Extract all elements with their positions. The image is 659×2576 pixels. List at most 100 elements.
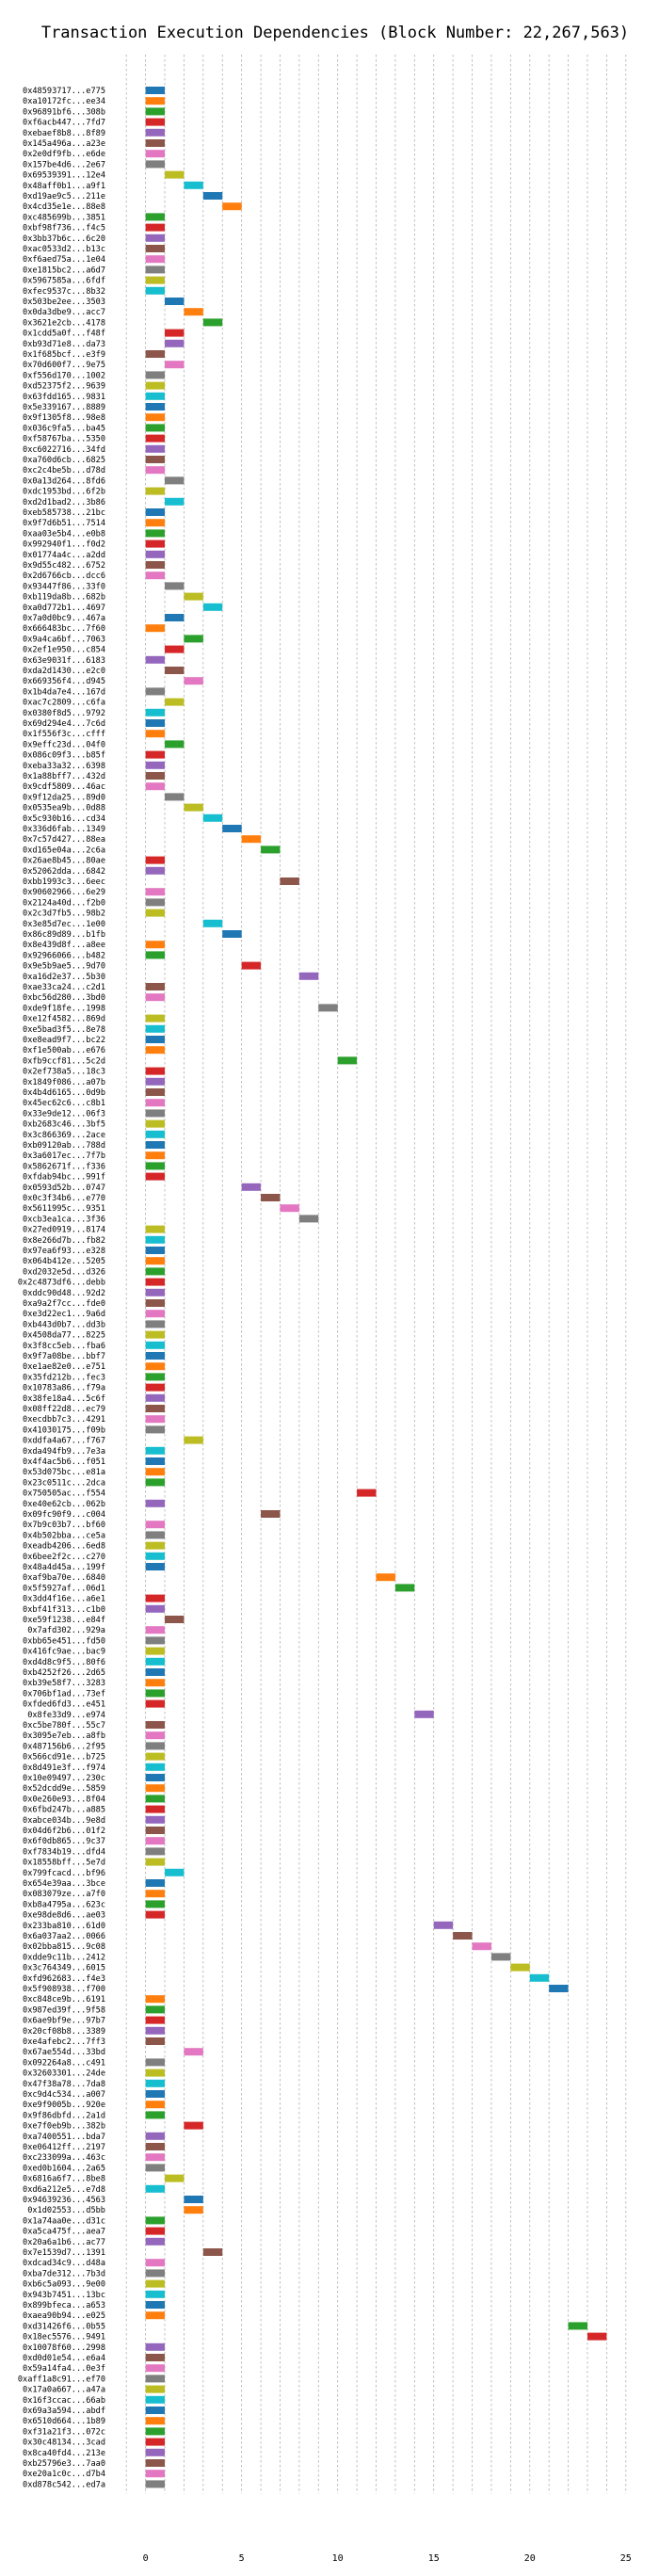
execution-bar	[145, 2037, 166, 2045]
execution-bar	[145, 1784, 166, 1793]
transaction-label: 0x10783a86...f79a	[23, 1384, 105, 1393]
execution-bar	[529, 1973, 550, 1982]
execution-bar	[165, 298, 185, 305]
transaction-label: 0x3dd4f16e...a6e1	[23, 1595, 105, 1604]
execution-bar	[145, 1594, 166, 1602]
execution-bar	[145, 1499, 166, 1507]
transaction-label: 0x4508da77...8225	[23, 1331, 105, 1341]
execution-bar	[145, 2016, 166, 2024]
transaction-label: 0x04d6f2b6...01f2	[23, 1827, 105, 1836]
transaction-label: 0xa7400551...bda7	[23, 2133, 105, 2142]
execution-bar	[145, 2101, 166, 2109]
execution-bar	[165, 361, 185, 369]
transaction-label: 0xaea90b94...e025	[23, 2311, 105, 2321]
transaction-label: 0x0535ea9b...0d88	[23, 804, 105, 813]
transaction-label: 0x092264a8...c491	[23, 2058, 105, 2068]
execution-bar	[145, 866, 166, 875]
execution-bar	[145, 1774, 166, 1781]
execution-bar	[202, 2248, 223, 2256]
execution-bar	[145, 1552, 166, 1560]
execution-bar	[298, 1215, 319, 1223]
execution-bar	[145, 1457, 166, 1465]
execution-bar	[145, 2058, 166, 2067]
transaction-label: 0x1f685bcf...e3f9	[23, 350, 105, 360]
transaction-label: 0x7b9c03b7...bf60	[23, 1521, 105, 1530]
transaction-label: 0xd878c542...ed7a	[23, 2480, 105, 2489]
transaction-label: 0x5e339167...8889	[23, 403, 105, 412]
transaction-label: 0x47f38a78...7da8	[23, 2080, 105, 2089]
transaction-label: 0xc485699b...3851	[23, 213, 105, 222]
execution-bar	[145, 1141, 166, 1149]
transaction-label: 0x27ed0919...8174	[23, 1226, 105, 1235]
execution-bar	[184, 1436, 203, 1444]
execution-bar	[145, 128, 166, 137]
execution-bar	[145, 1478, 166, 1487]
execution-bar	[145, 1119, 166, 1128]
transaction-label: 0x48593717...e775	[23, 87, 105, 96]
execution-bar	[145, 550, 166, 558]
transaction-label: 0x086c09f3...b85f	[23, 751, 105, 761]
transaction-label: 0xf7834b19...dfd4	[23, 1847, 105, 1857]
x-tick-label: 20	[524, 2553, 536, 2564]
transaction-label: 0xe5bad3f5...8e78	[23, 1025, 105, 1035]
transaction-label: 0xd19ae9c5...211e	[23, 192, 105, 201]
execution-bar	[261, 1510, 281, 1518]
execution-bar	[145, 1879, 166, 1887]
execution-bar	[145, 1795, 166, 1803]
execution-bar	[222, 825, 242, 832]
execution-bar	[145, 1521, 166, 1529]
execution-bar	[145, 2279, 166, 2288]
execution-bar	[145, 888, 166, 896]
transaction-label: 0xde9f18fe...1998	[23, 1004, 105, 1013]
execution-bar	[241, 961, 262, 970]
grid-layer	[125, 55, 627, 2494]
execution-bar	[145, 1742, 166, 1750]
transaction-label: 0xd0d01e54...e6a4	[23, 2354, 105, 2363]
transaction-label: 0xd31426f6...0b55	[23, 2322, 105, 2331]
execution-bar	[145, 97, 166, 105]
execution-bar	[318, 1004, 338, 1012]
transaction-label: 0xe8ead9f7...bc22	[23, 1036, 105, 1045]
execution-bar	[145, 2079, 166, 2087]
execution-bar	[145, 2480, 166, 2488]
execution-bar	[165, 1616, 185, 1623]
transaction-label: 0x706bf1ad...73ef	[23, 1689, 105, 1699]
transaction-label: 0xb4252f26...2d65	[23, 1668, 105, 1678]
execution-bar	[145, 1468, 166, 1476]
transaction-label: 0xa5ca475f...aea7	[23, 2228, 105, 2237]
x-tick-label: 5	[239, 2553, 245, 2564]
execution-bar	[145, 2459, 166, 2467]
transaction-label: 0x10078f60...2998	[23, 2343, 105, 2353]
transaction-label: 0x26ae8b45...80ae	[23, 857, 105, 866]
transaction-label: 0xaff1a8c91...ef70	[18, 2375, 105, 2384]
execution-bar	[145, 572, 166, 580]
transaction-label: 0xb443d0b7...dd3b	[23, 1320, 105, 1329]
execution-bar	[145, 1014, 166, 1022]
transaction-label: 0xd2d1bad2...3b86	[23, 498, 105, 507]
execution-bar	[145, 2448, 166, 2456]
transaction-label: 0xe40e62cb...062b	[23, 1500, 105, 1509]
execution-bar	[145, 87, 166, 94]
transaction-label: 0xbf98f736...f4c5	[23, 224, 105, 233]
transaction-label: 0x20a6a1b6...ac77	[23, 2238, 105, 2247]
transaction-label: 0x6ae9bf9e...97b7	[23, 2017, 105, 2026]
execution-bar	[145, 1636, 166, 1645]
transaction-label: 0x16f3ccac...66ab	[23, 2396, 105, 2406]
execution-bar	[145, 2290, 166, 2298]
transaction-label: 0x92966066...b482	[23, 951, 105, 960]
transaction-label: 0x233ba810...61d0	[23, 1922, 105, 1931]
execution-bar	[145, 1405, 166, 1412]
execution-bar	[145, 1910, 166, 1919]
execution-bar	[145, 1225, 166, 1233]
transaction-label: 0xfec9537c...8b32	[23, 287, 105, 297]
transaction-label: 0x9e5b9ae5...9d70	[23, 962, 105, 972]
execution-bar	[145, 1668, 166, 1676]
execution-bar	[145, 350, 166, 358]
transaction-label: 0x6510d664...1b89	[23, 2417, 105, 2426]
transaction-label: 0xc6022716...34fd	[23, 445, 105, 455]
transaction-label: 0xbb65e451...fd50	[23, 1636, 105, 1646]
transaction-label: 0xeadb4206...6ed8	[23, 1542, 105, 1552]
transaction-label: 0xe9f9005b...920e	[23, 2101, 105, 2110]
transaction-label: 0xdcad34c9...d48a	[23, 2259, 105, 2268]
execution-bar	[145, 1278, 166, 1286]
